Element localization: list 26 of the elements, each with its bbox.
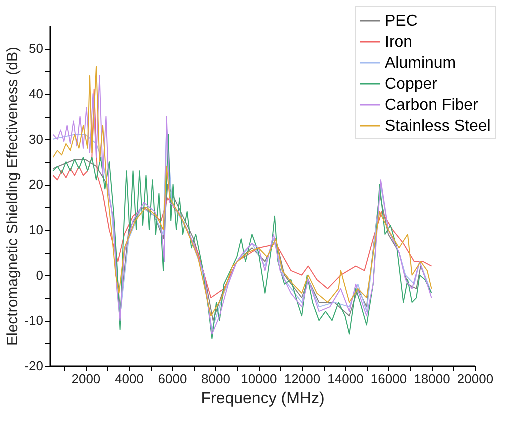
legend-label: Copper xyxy=(385,76,438,93)
legend-label: Carbon Fiber xyxy=(385,97,480,114)
y-tick-label: 20 xyxy=(29,177,44,192)
x-tick-label: 2000 xyxy=(72,372,101,386)
y-tick-label: 50 xyxy=(29,41,44,56)
y-tick-label: -20 xyxy=(24,358,44,374)
y-tick-label: 30 xyxy=(29,132,44,147)
legend-label: Iron xyxy=(385,34,413,51)
legend-label: Stainless Steel xyxy=(385,118,491,135)
y-tick-label: 0 xyxy=(36,268,44,283)
x-tick-label: 12000 xyxy=(284,372,321,386)
x-tick-label: 10000 xyxy=(241,372,278,386)
x-tick-label: 14000 xyxy=(328,372,364,386)
y-tick-label: -10 xyxy=(24,313,44,328)
x-tick-label: 16000 xyxy=(370,372,408,386)
legend-label: PEC xyxy=(385,13,418,30)
x-tick-label: 18000 xyxy=(414,372,450,386)
x-tick-label: 4000 xyxy=(114,372,144,386)
x-tick-label: 8000 xyxy=(201,372,230,386)
legend-label: Aluminum xyxy=(385,55,456,72)
y-tick-label: 10 xyxy=(29,222,44,238)
x-tick-label: 6000 xyxy=(158,372,188,386)
x-tick-label: 20000 xyxy=(457,372,494,386)
y-axis-title: Electromagnetic Shielding Effectiveness (dB) xyxy=(4,46,22,346)
y-tick-label: 40 xyxy=(29,86,44,102)
x-axis-title: Frequency (MHz) xyxy=(201,390,325,408)
